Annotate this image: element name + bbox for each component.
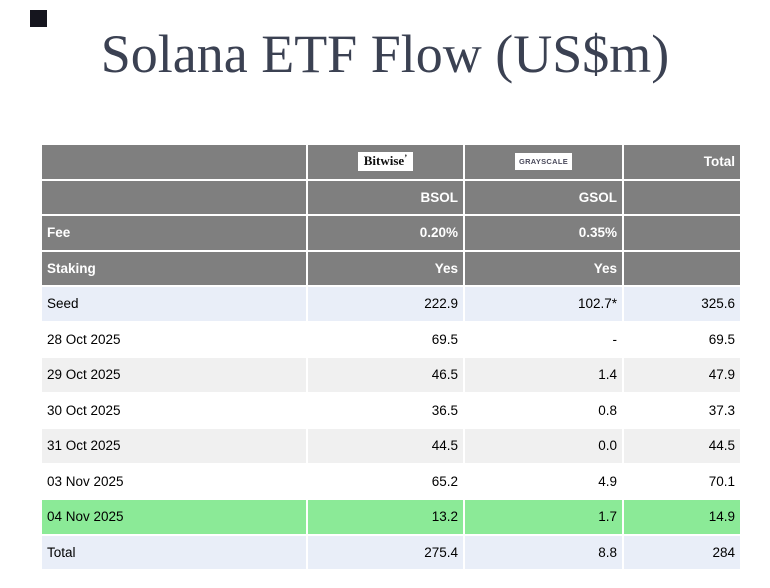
gsol-value: 4.9 — [463, 462, 624, 500]
total-value: 37.3 — [622, 391, 742, 429]
bsol-value: 44.5 — [306, 427, 465, 465]
bsol-value: 13.2 — [306, 498, 465, 536]
gsol-value: 0.0 — [463, 427, 624, 465]
bsol-value: 46.5 — [306, 356, 465, 394]
total-column-header: Total — [622, 143, 742, 181]
staking-bsol-value: Yes — [306, 249, 465, 287]
header-blank-cell — [40, 178, 308, 216]
staking-gsol-value: Yes — [463, 249, 624, 287]
gsol-value: - — [463, 320, 624, 358]
table-row-total: Total 275.4 8.8 284 — [40, 533, 742, 571]
etf-flow-table-container: Bitwise’ GRAYSCALE Total BSOL GSOL Fee 0… — [40, 143, 742, 571]
table-row: 03 Nov 2025 65.2 4.9 70.1 — [40, 462, 742, 500]
fee-bsol-value: 0.20% — [306, 214, 465, 252]
row-label: 04 Nov 2025 — [40, 498, 308, 536]
fee-blank-cell — [622, 214, 742, 252]
total-value: 325.6 — [622, 285, 742, 323]
bsol-value: 36.5 — [306, 391, 465, 429]
page-title: Solana ETF Flow (US$m) — [100, 24, 670, 84]
etf-flow-table: Bitwise’ GRAYSCALE Total BSOL GSOL Fee 0… — [40, 143, 742, 571]
fee-gsol-value: 0.35% — [463, 214, 624, 252]
table-row: 28 Oct 2025 69.5 - 69.5 — [40, 320, 742, 358]
row-label: 28 Oct 2025 — [40, 320, 308, 358]
bitwise-logo-cell: Bitwise’ — [306, 143, 465, 181]
row-label: Seed — [40, 285, 308, 323]
header-logo-row: Bitwise’ GRAYSCALE Total — [40, 143, 742, 181]
header-blank-cell — [40, 143, 308, 181]
table-row: 30 Oct 2025 36.5 0.8 37.3 — [40, 391, 742, 429]
corner-marker — [30, 10, 47, 27]
gsol-value: 1.4 — [463, 356, 624, 394]
bsol-ticker-header: BSOL — [306, 178, 465, 216]
table-row-latest-highlighted: 04 Nov 2025 13.2 1.7 14.9 — [40, 498, 742, 536]
bsol-value: 222.9 — [306, 285, 465, 323]
total-value: 44.5 — [622, 427, 742, 465]
row-label: 31 Oct 2025 — [40, 427, 308, 465]
fee-label: Fee — [40, 214, 308, 252]
bsol-value: 65.2 — [306, 462, 465, 500]
row-label: 29 Oct 2025 — [40, 356, 308, 394]
gsol-value: 102.7* — [463, 285, 624, 323]
total-value: 284 — [622, 533, 742, 571]
gsol-value: 1.7 — [463, 498, 624, 536]
bitwise-logo: Bitwise’ — [357, 152, 414, 172]
row-label: 03 Nov 2025 — [40, 462, 308, 500]
header-ticker-row: BSOL GSOL — [40, 178, 742, 216]
bitwise-logo-text: Bitwise — [363, 153, 405, 169]
grayscale-logo-cell: GRAYSCALE — [463, 143, 624, 181]
table-row: 31 Oct 2025 44.5 0.0 44.5 — [40, 427, 742, 465]
gsol-ticker-header: GSOL — [463, 178, 624, 216]
header-blank-cell — [622, 178, 742, 216]
grayscale-logo: GRAYSCALE — [514, 153, 573, 171]
gsol-value: 8.8 — [463, 533, 624, 571]
fee-row: Fee 0.20% 0.35% — [40, 214, 742, 252]
bsol-value: 69.5 — [306, 320, 465, 358]
staking-label: Staking — [40, 249, 308, 287]
staking-blank-cell — [622, 249, 742, 287]
table-row: 29 Oct 2025 46.5 1.4 47.9 — [40, 356, 742, 394]
table-row-seed: Seed 222.9 102.7* 325.6 — [40, 285, 742, 323]
row-label: Total — [40, 533, 308, 571]
bsol-value: 275.4 — [306, 533, 465, 571]
total-value: 14.9 — [622, 498, 742, 536]
total-value: 69.5 — [622, 320, 742, 358]
staking-row: Staking Yes Yes — [40, 249, 742, 287]
total-value: 70.1 — [622, 462, 742, 500]
gsol-value: 0.8 — [463, 391, 624, 429]
row-label: 30 Oct 2025 — [40, 391, 308, 429]
bitwise-logo-mark: ’ — [404, 153, 408, 164]
total-value: 47.9 — [622, 356, 742, 394]
